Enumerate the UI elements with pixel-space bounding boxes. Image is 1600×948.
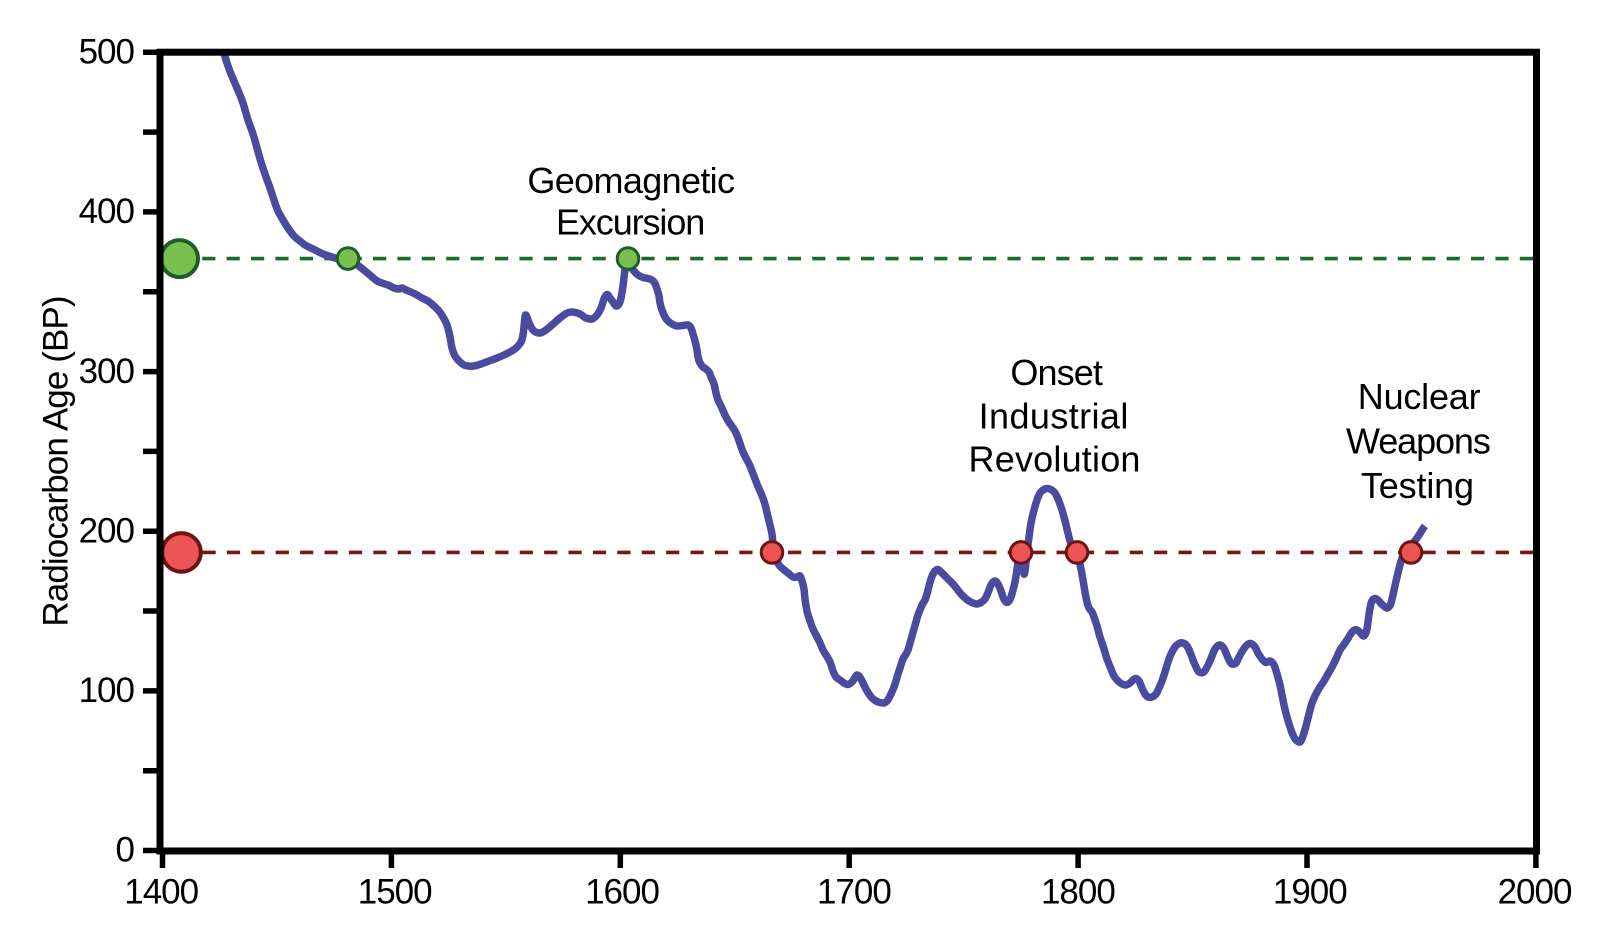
svg-text:0: 0 [116,831,135,870]
svg-text:400: 400 [79,192,135,231]
svg-text:Onset: Onset [1010,352,1103,393]
svg-text:Excursion: Excursion [556,202,704,243]
svg-text:Radiocarbon Age (BP): Radiocarbon Age (BP) [37,296,76,626]
svg-text:2000: 2000 [1498,872,1572,911]
svg-text:1800: 1800 [1041,872,1115,911]
svg-text:Geomagnetic: Geomagnetic [527,160,735,201]
svg-text:300: 300 [79,352,135,391]
svg-text:1500: 1500 [358,872,432,911]
svg-text:Testing: Testing [1361,465,1474,506]
svg-text:1400: 1400 [124,872,198,911]
svg-text:1900: 1900 [1273,872,1347,911]
svg-text:100: 100 [79,671,135,710]
svg-text:Nuclear: Nuclear [1358,376,1481,417]
svg-text:Industrial: Industrial [979,396,1129,437]
svg-text:200: 200 [79,511,135,550]
svg-text:1600: 1600 [585,872,659,911]
svg-text:1700: 1700 [817,872,891,911]
svg-text:500: 500 [79,33,135,72]
svg-text:Revolution: Revolution [969,439,1141,480]
svg-text:Weapons: Weapons [1346,421,1490,462]
